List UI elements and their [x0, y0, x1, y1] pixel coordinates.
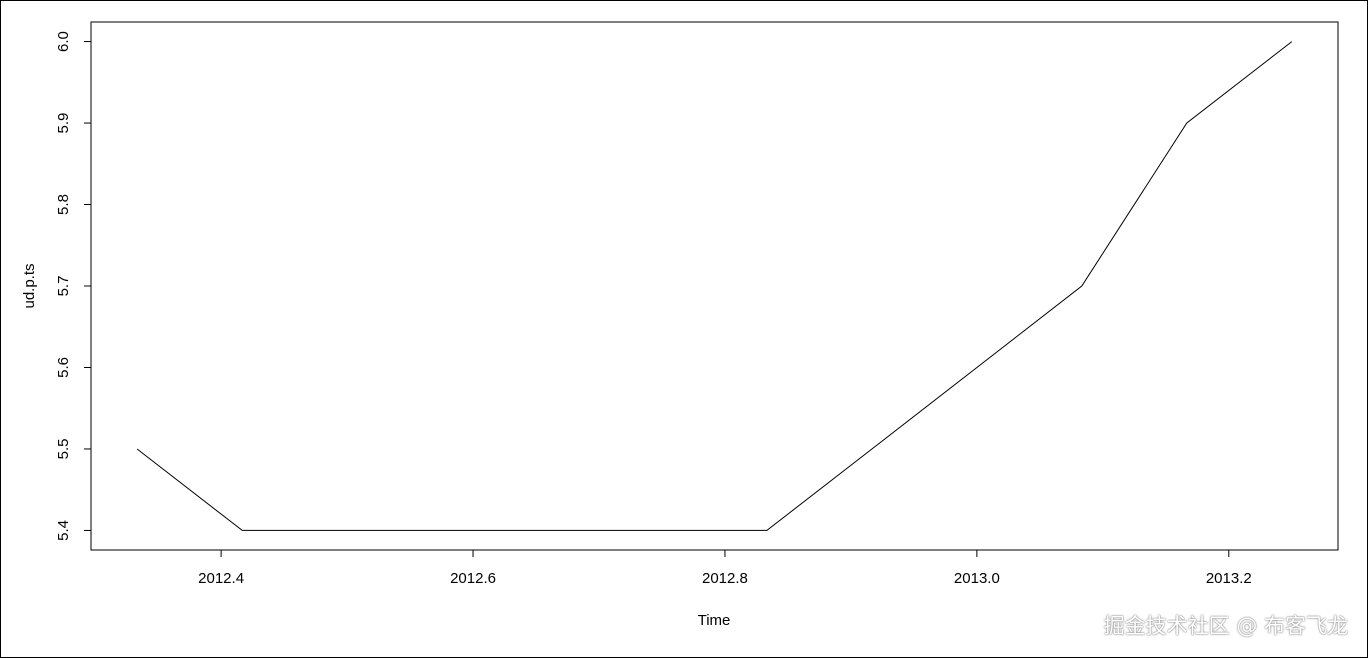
x-tick-label: 2012.4 [198, 570, 244, 587]
x-axis-label: Time [698, 612, 731, 629]
x-tick-label: 2012.8 [702, 570, 748, 587]
y-tick-label: 5.7 [55, 276, 72, 297]
watermark: 掘金技术社区 @ 布客飞龙 [1103, 614, 1348, 638]
y-tick-label: 6.0 [55, 31, 72, 52]
y-tick-label: 5.4 [55, 520, 72, 541]
plot-area [90, 21, 1339, 551]
series-line [136, 41, 1293, 531]
y-tick-label: 5.5 [55, 439, 72, 460]
y-tick-label: 5.8 [55, 194, 72, 215]
x-axis: 2012.4 2012.6 2012.8 2013.0 2013.2 [198, 550, 1252, 587]
y-tick-label: 5.9 [55, 113, 72, 134]
x-tick-label: 2013.0 [954, 570, 1000, 587]
y-axis-label: ud.p.ts [21, 263, 38, 308]
y-tick-label: 5.6 [55, 357, 72, 378]
x-tick-label: 2012.6 [450, 570, 496, 587]
y-axis: 5.4 5.5 5.6 5.7 5.8 5.9 6.0 [55, 31, 91, 541]
x-tick-label: 2013.2 [1206, 570, 1252, 587]
